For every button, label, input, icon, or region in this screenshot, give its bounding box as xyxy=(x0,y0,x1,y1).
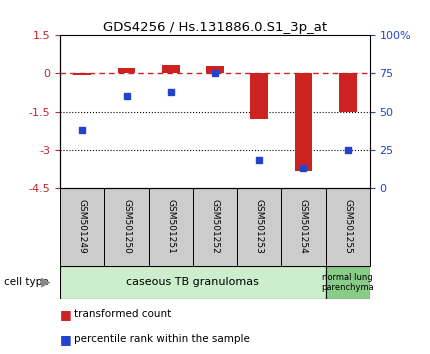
Text: ▶: ▶ xyxy=(41,276,50,289)
Bar xyxy=(104,188,149,266)
Text: GSM501249: GSM501249 xyxy=(78,199,87,254)
Text: GSM501252: GSM501252 xyxy=(211,199,219,254)
Bar xyxy=(295,73,312,171)
Text: normal lung
parenchyma: normal lung parenchyma xyxy=(321,273,374,292)
Text: GSM501251: GSM501251 xyxy=(166,199,175,254)
Bar xyxy=(339,73,356,112)
Bar xyxy=(326,188,370,266)
Bar xyxy=(162,65,180,73)
Text: cell type: cell type xyxy=(4,277,49,287)
Text: GSM501255: GSM501255 xyxy=(343,199,352,254)
Bar xyxy=(326,266,370,299)
Text: transformed count: transformed count xyxy=(74,309,171,320)
Bar xyxy=(206,66,224,73)
Text: percentile rank within the sample: percentile rank within the sample xyxy=(74,334,250,344)
Text: GSM501254: GSM501254 xyxy=(299,199,308,254)
Bar xyxy=(193,188,237,266)
Bar xyxy=(60,188,104,266)
Bar xyxy=(118,68,135,73)
Text: ■: ■ xyxy=(60,308,72,321)
Bar xyxy=(237,188,281,266)
Text: GSM501253: GSM501253 xyxy=(255,199,264,254)
Bar xyxy=(74,73,91,75)
Text: ■: ■ xyxy=(60,333,72,346)
Text: caseous TB granulomas: caseous TB granulomas xyxy=(126,277,259,287)
Bar xyxy=(250,73,268,119)
Bar xyxy=(60,266,326,299)
Bar xyxy=(149,188,193,266)
Title: GDS4256 / Hs.131886.0.S1_3p_at: GDS4256 / Hs.131886.0.S1_3p_at xyxy=(103,21,327,34)
Text: GSM501250: GSM501250 xyxy=(122,199,131,254)
Bar xyxy=(281,188,326,266)
